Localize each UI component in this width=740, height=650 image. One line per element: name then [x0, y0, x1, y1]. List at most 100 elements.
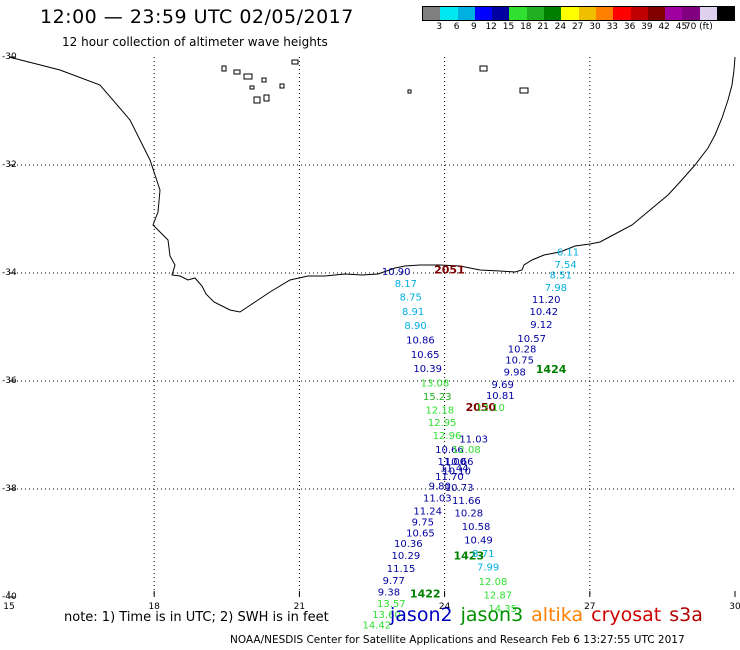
wave-height-value: 9.77 [383, 576, 405, 587]
legend-swatch [492, 7, 510, 20]
wave-height-value: 9.69 [492, 380, 514, 391]
wave-height-value: 9.75 [412, 517, 434, 528]
pass-time-label: 2051 [434, 263, 465, 276]
wave-height-value: 7.54 [554, 260, 576, 271]
legend-swatch [578, 7, 596, 20]
wave-height-value: 10.65 [411, 350, 440, 361]
legend-label: 21 [537, 22, 549, 32]
pass-time-labels: 2051 2050 1424 1423 1422 [410, 263, 567, 600]
legend-label: 36 [623, 22, 636, 32]
wave-height-value: 11.20 [532, 295, 561, 306]
wave-height-value: 12.18 [425, 406, 454, 417]
wave-height-value: 9.98 [504, 367, 526, 378]
wave-height-value: 11.15 [387, 564, 416, 575]
wave-height-value: 14.42 [363, 621, 392, 632]
legend-swatch [630, 7, 648, 20]
wave-height-value: 14.35 [488, 604, 517, 615]
wave-height-value: 13.57 [377, 599, 406, 610]
satellite-legend: jason2 jason3 altika cryosat s3a [390, 604, 711, 626]
latitude-label: -34 [2, 268, 17, 278]
latitude-label: -40 [2, 592, 17, 602]
satellite-name: jason2 [390, 604, 453, 626]
wave-height-value: 11.03 [459, 434, 488, 445]
wave-height-value: 8.75 [400, 292, 422, 303]
page-subtitle: 12 hour collection of altimeter wave hei… [62, 35, 328, 49]
wave-height-value: 10.57 [517, 334, 546, 345]
wave-height-value: 12.08 [479, 577, 508, 588]
wave-height-value: 10.65 [406, 528, 435, 539]
footer-credit: NOAA/NESDIS Center for Satellite Applica… [230, 634, 685, 646]
latitude-label: -32 [2, 160, 17, 170]
graticule-grid [8, 56, 736, 598]
wave-height-value: 8.51 [550, 271, 572, 282]
legend-swatch [595, 7, 614, 20]
wave-height-value: 12.10 [476, 403, 505, 414]
wave-height-value: 11.44 [440, 463, 469, 474]
wave-height-value: 9.12 [530, 320, 552, 331]
wave-height-value: 12.87 [484, 590, 513, 601]
wave-height-value: 10.10 [442, 467, 471, 478]
legend-label: 42 [658, 22, 670, 32]
legend-swatch [561, 7, 579, 20]
legend-swatch [665, 7, 683, 20]
wave-height-color-legend [422, 6, 736, 21]
wave-height-value: 10.42 [529, 307, 558, 318]
legend-swatch [423, 7, 441, 20]
legend-swatch [509, 7, 527, 20]
legend-label: 45 [675, 22, 688, 32]
coastal-islands [221, 59, 529, 104]
wave-height-value: 11.66 [452, 496, 481, 507]
wave-height-value: 10.39 [413, 364, 442, 375]
wave-height-value: 10.81 [486, 391, 515, 402]
latitude-label: -36 [2, 376, 17, 386]
wave-height-value: 10.28 [508, 345, 537, 356]
legend-label: 18 [520, 22, 532, 32]
longitude-label: 15 [3, 602, 15, 612]
pass-time-label: 1422 [410, 587, 441, 600]
legend-label: 30 [589, 22, 601, 32]
page-title: 12:00 — 23:59 UTC 02/05/2017 [40, 6, 354, 28]
latitude-label: -30 [2, 52, 17, 62]
units-note: note: 1) Time is in UTC; 2) SWH is in fe… [64, 610, 329, 625]
wave-height-value: 7.98 [545, 283, 567, 294]
wave-height-value: 9.80 [429, 481, 451, 492]
legend-swatch [647, 7, 666, 20]
wave-height-value: 10.58 [462, 522, 491, 533]
legend-label: 33 [606, 22, 619, 32]
wave-height-value: 11.00 [438, 457, 467, 468]
satellite-name: cryosat [591, 604, 662, 626]
legend-label: 70 (ft) [684, 22, 713, 32]
legend-label: 6 [453, 22, 460, 32]
wave-height-value: 10.66 [435, 445, 464, 456]
wave-height-value: 13.08 [421, 379, 450, 390]
wave-height-value: 10.49 [464, 535, 493, 546]
wave-height-value: 15.23 [423, 392, 452, 403]
wave-height-value: 10.86 [406, 336, 435, 347]
legend-label: 9 [471, 22, 477, 32]
legend-swatch [544, 7, 562, 20]
latitude-label: -38 [2, 484, 17, 494]
wave-height-value: 12.95 [428, 418, 457, 429]
satellite-name: altika [531, 604, 584, 626]
longitude-label: 18 [148, 602, 160, 612]
wave-height-value: 10.28 [454, 508, 483, 519]
wave-height-observations: 10.908.17 8.75 8.91 8.90 10.86 10.65 10.39 13.0… [363, 247, 580, 631]
wave-height-value: 8.71 [472, 549, 494, 560]
legend-label: 24 [554, 22, 567, 32]
legend-swatch [474, 7, 493, 20]
wave-height-value: 8.90 [404, 321, 426, 332]
coastline [8, 56, 736, 313]
satellite-name: s3a [669, 604, 703, 626]
wave-height-value: 10.29 [392, 551, 421, 562]
legend-label: 27 [571, 22, 584, 32]
pass-time-label: 2050 [466, 401, 497, 414]
legend-swatch [682, 7, 700, 20]
wave-height-value: 8.17 [395, 279, 417, 290]
wave-height-value: 11.03 [423, 494, 452, 505]
pass-time-label: 1424 [536, 363, 567, 376]
wave-height-value: 10.73 [445, 483, 474, 494]
wave-height-value: 10.75 [505, 355, 534, 366]
longitude-label: 27 [584, 602, 596, 612]
legend-label: 39 [641, 22, 653, 32]
